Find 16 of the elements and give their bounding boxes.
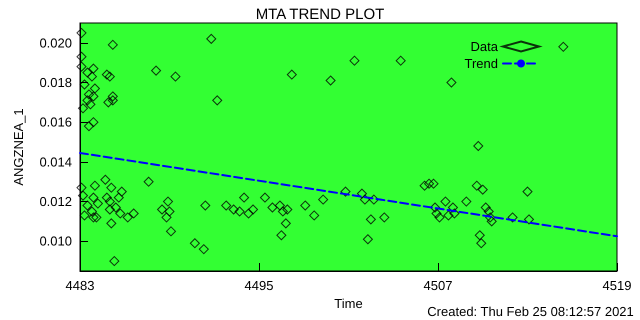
x-tick-label: 4507 [424,278,452,293]
x-axis-title: Time [334,296,363,311]
y-tick-label: 0.018 [39,75,72,90]
y-axis-title: ANGZNEA_1 [11,108,26,186]
legend-label: Trend [464,56,498,71]
x-tick-label: 4519 [602,278,632,293]
y-tick-label: 0.014 [39,154,72,170]
x-tick-label: 4483 [66,278,94,293]
y-tick-label: 0.020 [39,35,72,50]
y-tick-label: 0.016 [39,114,72,130]
text: Created: Thu Feb 25 08:12:57 2021 [427,304,634,319]
y-tick-label: 0.010 [39,234,72,249]
x-tick-label: 4495 [244,278,274,293]
legend-label: Data [470,39,499,54]
chart-title: MTA TREND PLOT [256,6,384,23]
y-tick-label: 0.012 [39,194,72,210]
